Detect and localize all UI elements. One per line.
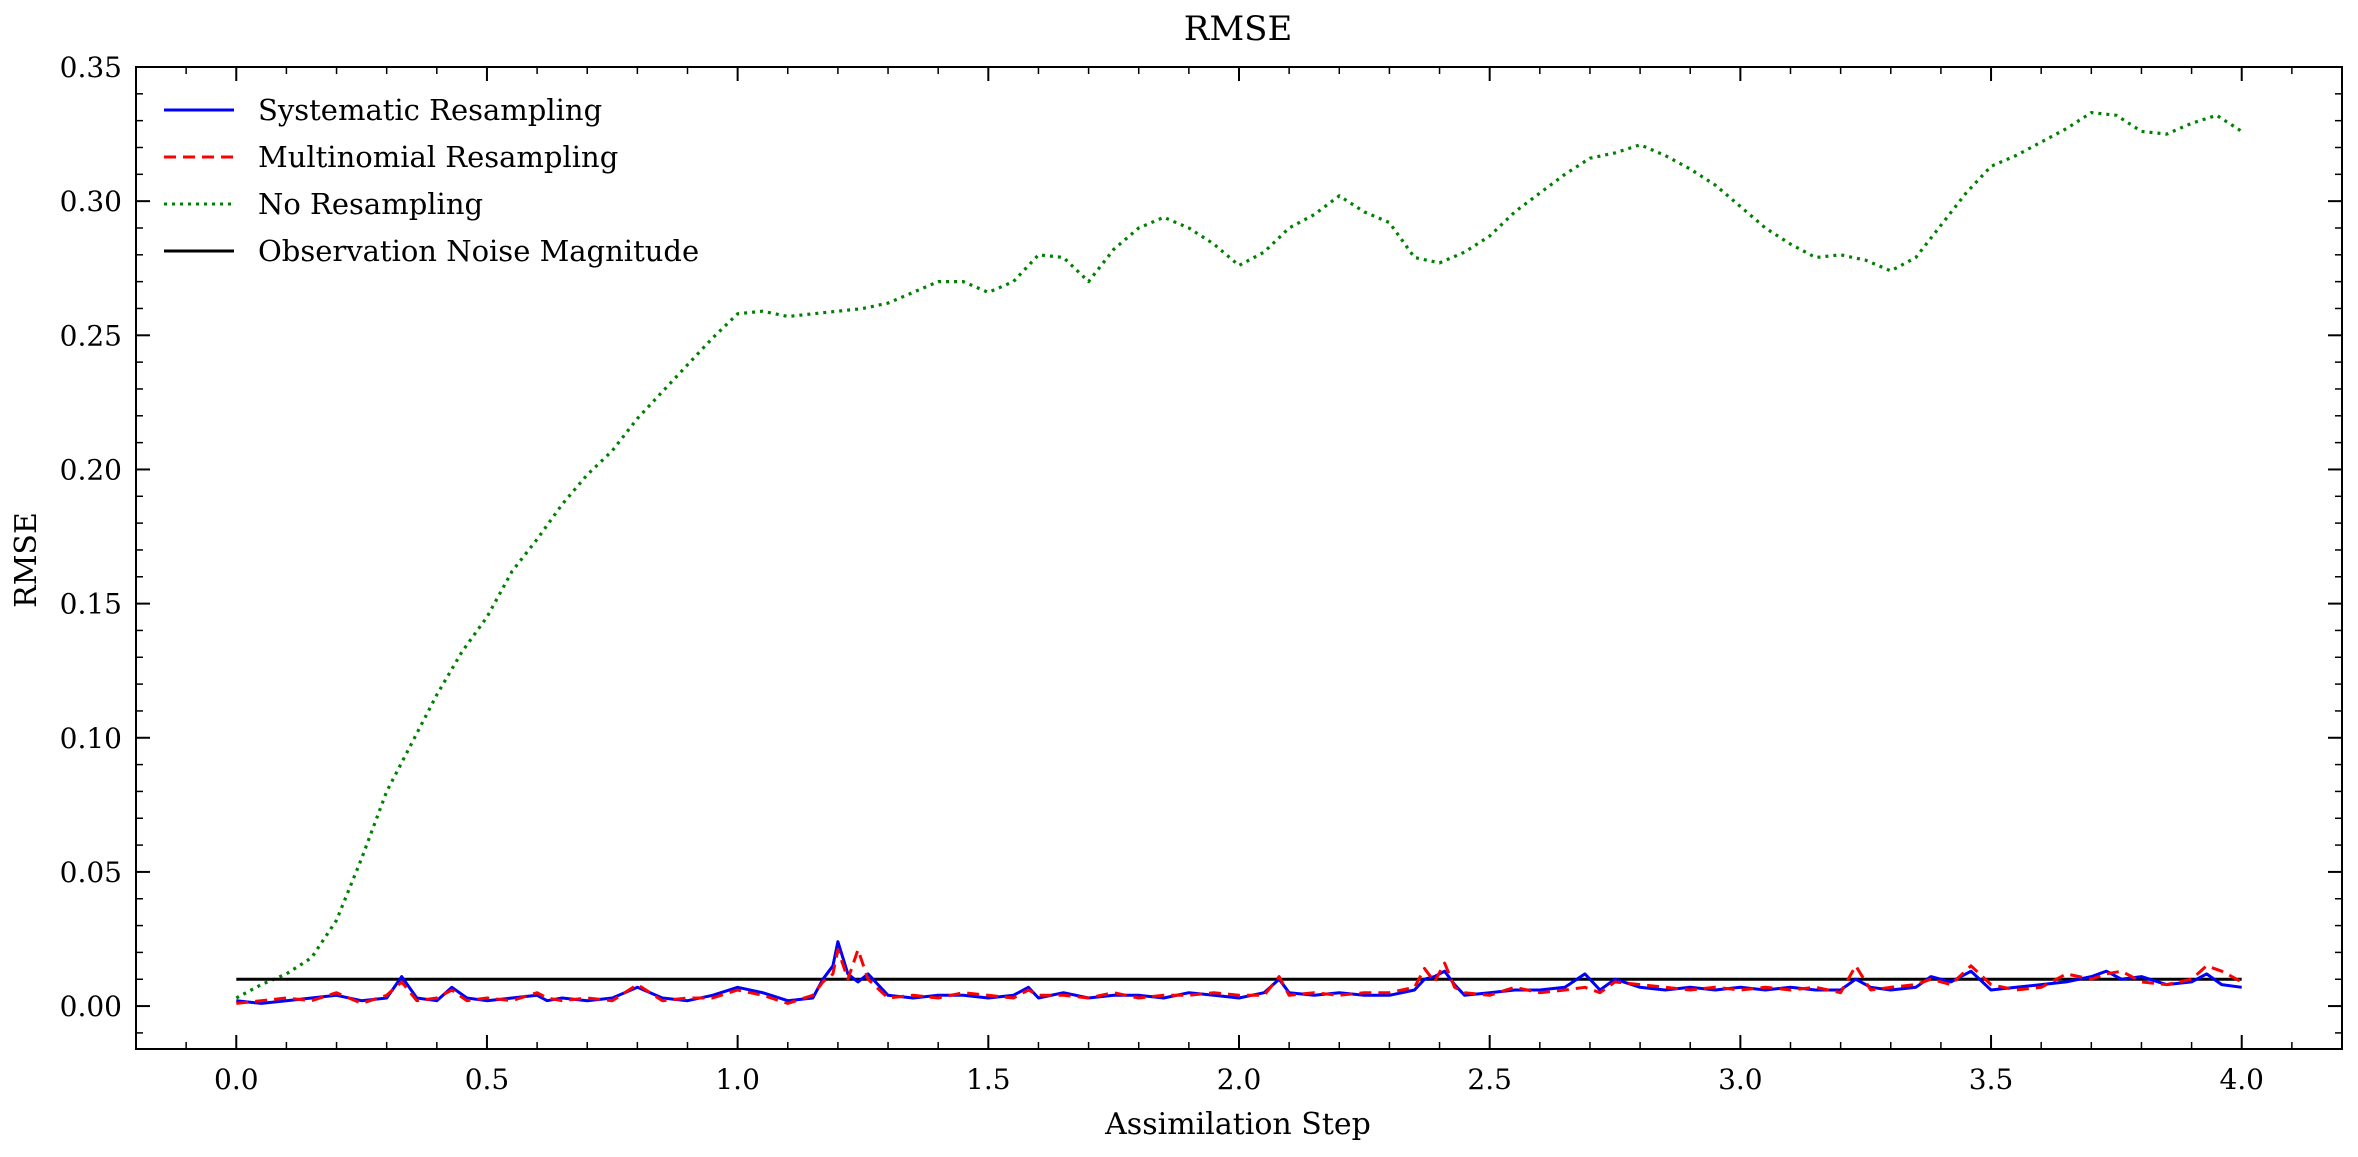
x-tick-label: 4.0 [2219,1063,2264,1096]
legend-label: No Resampling [258,187,483,221]
x-tick-label: 2.5 [1467,1063,1512,1096]
legend-label: Observation Noise Magnitude [258,234,699,268]
x-tick-label: 3.5 [1969,1063,2014,1096]
plot-area [235,110,2243,1005]
y-tick-label: 0.20 [60,453,122,486]
y-tick-label: 0.10 [60,722,122,755]
x-tick-label: 2.0 [1217,1063,1262,1096]
x-tick-label: 1.5 [966,1063,1011,1096]
legend: Systematic Resampling Multinomial Resampl… [164,93,699,268]
y-axis-label: RMSE [9,512,44,608]
y-tick-label: 0.00 [60,990,122,1023]
x-tick-label: 3.0 [1718,1063,1763,1096]
x-axis-label: Assimilation Step [1104,1107,1371,1142]
y-axis: 0.00 0.05 0.10 0.15 0.20 0.25 0.30 0.35 [60,51,2342,1034]
y-tick-label: 0.25 [60,319,122,352]
y-tick-label: 0.35 [60,51,122,84]
y-tick-label: 0.05 [60,856,122,889]
x-tick-label: 0.0 [214,1063,259,1096]
x-axis: 0.0 0.5 1.0 1.5 2.0 2.5 3.0 3.5 4.0 [135,67,2343,1096]
y-tick-label: 0.30 [60,185,122,218]
chart-title: RMSE [1184,9,1293,49]
y-tick-label: 0.15 [60,588,122,621]
series-line-multinomial-resampling [236,948,2243,1005]
legend-label: Systematic Resampling [258,93,602,127]
x-tick-label: 0.5 [465,1063,510,1096]
legend-label: Multinomial Resampling [258,140,618,174]
x-tick-label: 1.0 [715,1063,760,1096]
